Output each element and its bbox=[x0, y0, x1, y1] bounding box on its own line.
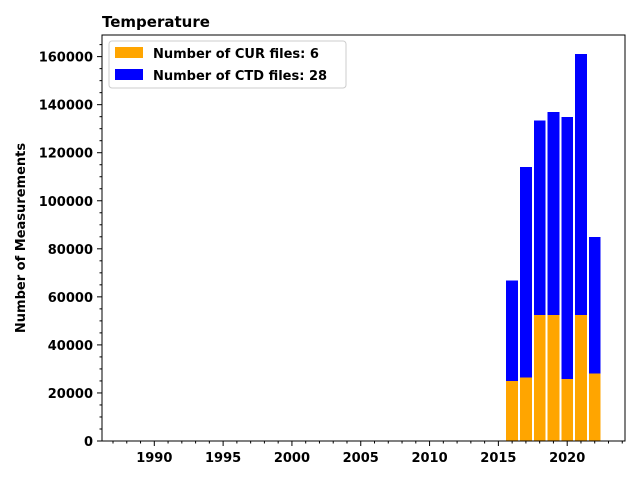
y-tick-label-60000: 60000 bbox=[48, 291, 93, 306]
y-tick-label-40000: 40000 bbox=[48, 339, 93, 354]
y-tick-label-0: 0 bbox=[84, 435, 93, 450]
bar-ctd-2019 bbox=[547, 111, 560, 315]
y-axis-label: Number of Measurements bbox=[14, 143, 29, 333]
bar-ctd-2020 bbox=[561, 117, 574, 380]
x-tick-label-2000: 2000 bbox=[274, 451, 310, 466]
legend: Number of CUR files: 6 Number of CTD fil… bbox=[108, 40, 347, 89]
bars-layer bbox=[506, 54, 601, 441]
bar-cur-2022 bbox=[588, 373, 601, 441]
legend-label-cur: Number of CUR files: 6 bbox=[153, 47, 319, 62]
chart-title: Temperature bbox=[102, 13, 210, 31]
plot-frame bbox=[101, 34, 626, 442]
axes-layer: 1990 1995 2000 2005 2010 2015 2020 0 20000 40000 6… bbox=[39, 44, 623, 466]
bar-ctd-2018 bbox=[533, 120, 546, 315]
y-tick-label-100000: 100000 bbox=[39, 195, 93, 210]
y-tick-label-80000: 80000 bbox=[48, 243, 93, 258]
bar-ctd-2021 bbox=[575, 54, 587, 315]
x-tick-label-1995: 1995 bbox=[205, 451, 241, 466]
x-tick-label-1990: 1990 bbox=[136, 451, 172, 466]
bar-cur-2017 bbox=[519, 377, 532, 441]
bar-cur-2018 bbox=[533, 314, 546, 441]
y-tick-label-20000: 20000 bbox=[48, 387, 93, 402]
bar-ctd-2017 bbox=[519, 167, 532, 378]
legend-swatch-ctd bbox=[115, 69, 143, 80]
bar-ctd-2016 bbox=[506, 280, 519, 381]
bar-cur-2021 bbox=[575, 314, 587, 441]
legend-label-ctd: Number of CTD files: 28 bbox=[153, 69, 327, 84]
y-tick-label-160000: 160000 bbox=[39, 51, 93, 66]
x-tick-label-2020: 2020 bbox=[549, 451, 585, 466]
legend-box bbox=[108, 40, 347, 89]
bar-cur-2020 bbox=[561, 379, 574, 441]
x-tick-label-2005: 2005 bbox=[343, 451, 379, 466]
x-tick-label-2010: 2010 bbox=[411, 451, 447, 466]
x-tick-label-2015: 2015 bbox=[480, 451, 516, 466]
y-tick-label-120000: 120000 bbox=[39, 147, 93, 162]
bar-cur-2019 bbox=[547, 314, 560, 441]
y-tick-label-140000: 140000 bbox=[39, 99, 93, 114]
bar-ctd-2022 bbox=[588, 236, 601, 374]
legend-swatch-cur bbox=[115, 47, 143, 58]
bar-cur-2016 bbox=[506, 380, 519, 441]
